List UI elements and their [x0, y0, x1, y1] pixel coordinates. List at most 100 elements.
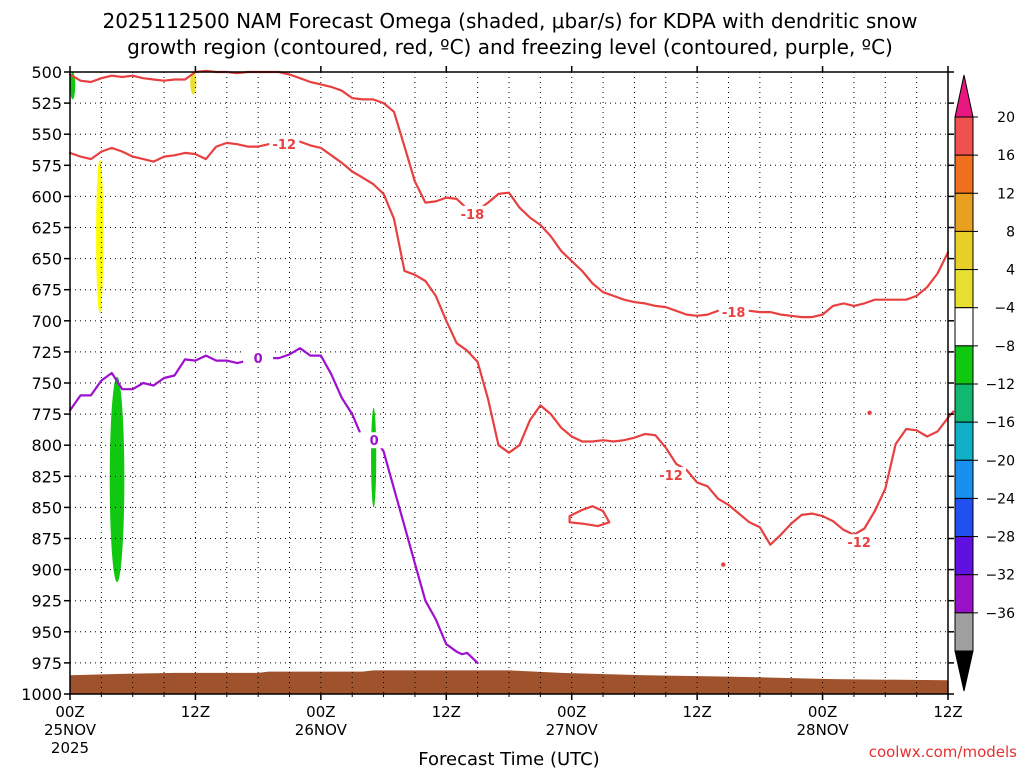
colorbar-label: 16: [997, 148, 1015, 164]
x-axis-label: Forecast Time (UTC): [418, 749, 599, 768]
contour-line-3: [568, 505, 611, 528]
colorbar-swatch: [954, 612, 974, 652]
y-tick-label: 550: [31, 125, 62, 144]
colorbar-swatch: [954, 421, 974, 461]
colorbar-label: −28: [985, 530, 1015, 546]
colorbar-swatch: [954, 192, 974, 232]
colorbar-label: 8: [1006, 224, 1015, 240]
omega-shade-1: [190, 72, 197, 95]
omega-shade-3: [109, 376, 125, 583]
colorbar-label: −16: [985, 415, 1015, 431]
x-tick-label: 00Z: [557, 703, 586, 721]
contour-label: -12: [659, 469, 683, 484]
colorbar-bottom-arrow: [954, 650, 974, 692]
contour-label: 0: [370, 434, 379, 449]
x-tick-label: 26NOV: [295, 721, 348, 739]
colorbar-label: −36: [985, 606, 1015, 622]
x-tick-label: 00Z: [306, 703, 335, 721]
y-tick-label: 950: [31, 623, 62, 642]
colorbar-swatch: [954, 307, 974, 347]
contour-label-bg: [269, 136, 300, 153]
grid-layer: [70, 71, 948, 695]
y-tick-label: 750: [31, 374, 62, 393]
contour-label-bg: [359, 432, 390, 449]
colorbar-swatch: [954, 497, 974, 538]
chart-title-line1: 2025112500 NAM Forecast Omega (shaded, μ…: [102, 9, 917, 33]
colorbar-swatch: [954, 536, 974, 576]
x-tick-label: 00Z: [808, 703, 837, 721]
y-tick-label: 500: [31, 63, 62, 82]
colorbar-swatch: [954, 345, 974, 385]
contour-line-4: [68, 347, 479, 664]
x-tick-label: 00Z: [55, 703, 84, 721]
contour-dot-1: [721, 562, 726, 567]
x-tick-label: 12Z: [432, 703, 461, 721]
contour-label: -12: [847, 536, 871, 551]
contour-line-1: [476, 191, 950, 319]
contour-label: -12: [273, 138, 297, 153]
colorbar: 20 16 12 8 4 −4 −8 −12 −16 −20 −24 −28 −32 −36: [954, 74, 1015, 692]
y-tick-label: 800: [31, 436, 62, 455]
y-tick-label: 1000: [21, 685, 62, 704]
contour-label-bg: [457, 205, 488, 222]
omega-shade-0: [96, 159, 104, 314]
contour-label-bg: [718, 304, 749, 321]
y-tick-label: 525: [31, 94, 62, 113]
colorbar-swatch: [954, 230, 974, 271]
y-tick-label: 650: [31, 250, 62, 269]
y-tick-label: 625: [31, 219, 62, 238]
colorbar-label: 20: [997, 110, 1015, 126]
contour-label-bg: [243, 350, 274, 367]
y-tick-label: 600: [31, 187, 62, 206]
colorbar-label: 12: [997, 186, 1015, 202]
colorbar-swatch: [954, 574, 974, 614]
colorbar-swatch: [954, 269, 974, 309]
colorbar-label: 4: [1006, 263, 1015, 279]
colorbar-label: −8: [994, 339, 1015, 355]
colorbar-swatch: [954, 459, 974, 499]
x-tick-label: 12Z: [933, 703, 962, 721]
colorbar-label: −32: [985, 568, 1015, 584]
x-tick-label: 12Z: [181, 703, 210, 721]
contour-label: -18: [722, 306, 746, 321]
credit-text[interactable]: coolwx.com/models: [869, 743, 1017, 761]
colorbar-label: −20: [985, 453, 1015, 469]
x-tick-label: 2025: [51, 739, 89, 757]
y-tick-label: 925: [31, 592, 62, 611]
colorbar-label: −12: [985, 377, 1015, 393]
x-tick-label: 12Z: [682, 703, 711, 721]
omega-shade-2: [70, 72, 76, 100]
colorbar-swatch: [954, 154, 974, 194]
contour-label-bg: [656, 467, 687, 484]
x-tick-label: 25NOV: [44, 721, 97, 739]
y-tick-label: 725: [31, 343, 62, 362]
contour-line-2: [68, 140, 955, 546]
contour-label: 0: [254, 352, 263, 367]
x-tick-label: 27NOV: [546, 721, 599, 739]
x-tick-label: 28NOV: [797, 721, 850, 739]
contour-label: -18: [461, 208, 485, 223]
omega-shade-4: [371, 407, 377, 508]
colorbar-label: −24: [985, 491, 1015, 507]
chart-title-line2: growth region (contoured, red, ºC) and f…: [127, 35, 893, 59]
y-tick-label: 975: [31, 654, 62, 673]
contour-layer: -18 -18 -12 -12 -12 0 0: [68, 69, 955, 664]
y-tick-label: 775: [31, 405, 62, 424]
y-tick-label: 900: [31, 561, 62, 580]
y-tick-label: 875: [31, 530, 62, 549]
y-tick-label: 825: [31, 467, 62, 486]
y-tick-label: 675: [31, 281, 62, 300]
contour-dot-0: [867, 410, 872, 416]
y-tick-label: 575: [31, 156, 62, 175]
contour-label-bg: [844, 534, 875, 551]
y-tick-label: 700: [31, 312, 62, 331]
y-axis-ticks: 500 525 550 575 600 625 650 675 700 725 750 775 800 8…: [21, 63, 954, 704]
colorbar-swatch: [954, 383, 974, 423]
y-tick-label: 850: [31, 498, 62, 517]
colorbar-label: −4: [994, 301, 1015, 317]
colorbar-swatch: [954, 116, 974, 156]
